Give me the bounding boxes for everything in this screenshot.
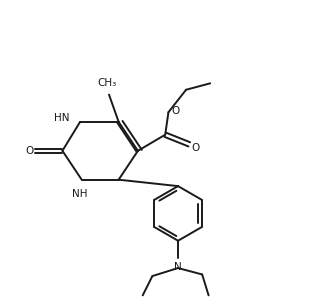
Text: O: O <box>26 146 34 156</box>
Text: N: N <box>174 262 182 272</box>
Text: O: O <box>191 143 200 152</box>
Text: NH: NH <box>72 189 88 199</box>
Text: HN: HN <box>54 113 70 123</box>
Text: CH₃: CH₃ <box>98 78 117 87</box>
Text: O: O <box>171 106 179 116</box>
